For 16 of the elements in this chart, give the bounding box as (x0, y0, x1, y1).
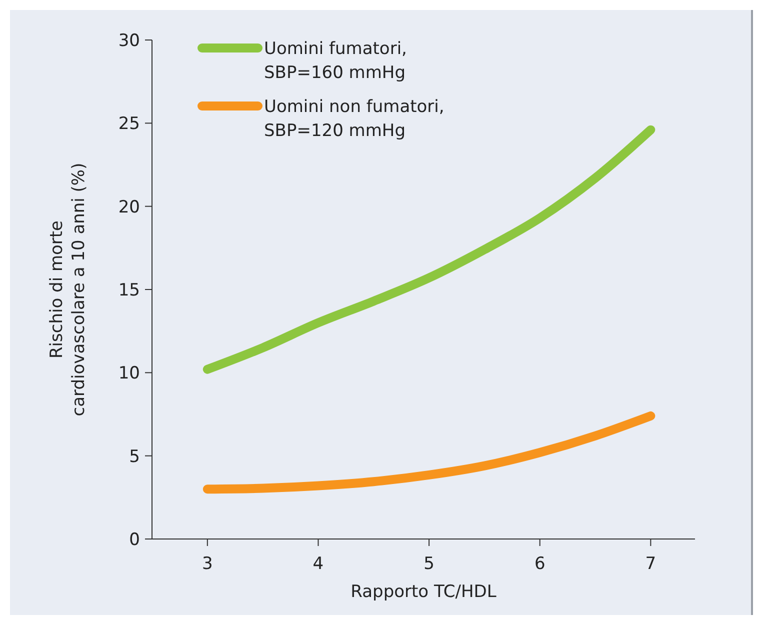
x-tick-label: 5 (424, 554, 434, 574)
y-tick-label: 20 (118, 197, 140, 218)
legend-label: Uomini fumatori, SBP=160 mmHg (264, 38, 407, 83)
x-tick-label: 4 (312, 554, 324, 574)
y-tick-label: 10 (118, 364, 140, 384)
x-tick-label: 7 (645, 554, 656, 574)
y-tick-label: 25 (118, 114, 140, 134)
y-tick-label: 30 (118, 30, 140, 51)
y-tick-label: 0 (129, 530, 140, 550)
y-tick-label: 5 (129, 446, 140, 467)
legend-label: Uomini non fumatori, SBP=120 mmHg (264, 96, 444, 141)
x-tick-label: 6 (534, 554, 546, 574)
x-axis-title: Rapporto TC/HDL (350, 582, 497, 602)
x-tick-label: 3 (202, 554, 213, 574)
y-tick-label: 15 (118, 280, 140, 300)
y-axis-title: Rischio di morte cardiovascolare a 10 anni (%) (47, 162, 89, 416)
